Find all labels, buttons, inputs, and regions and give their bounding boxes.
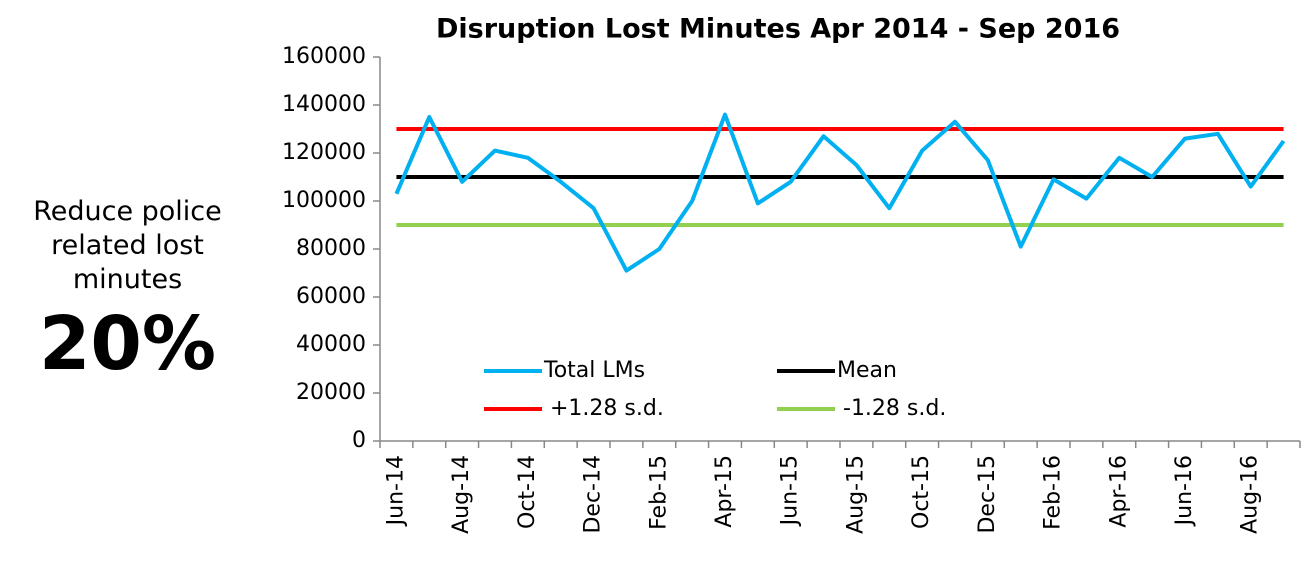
side-text: Reduce police (33, 196, 222, 227)
x-tick-label: Jun-15 (778, 455, 803, 527)
y-tick-label: 100000 (282, 188, 366, 213)
legend-label: +1.28 s.d. (550, 396, 664, 421)
y-tick-label: 120000 (282, 140, 366, 165)
x-tick-label: Apr-15 (712, 455, 737, 528)
y-tick-label: 160000 (282, 44, 366, 69)
x-tick-label: Oct-15 (909, 455, 934, 529)
x-tick-label: Dec-15 (975, 455, 1000, 534)
x-tick-label: Feb-16 (1041, 455, 1066, 530)
x-tick-label: Apr-16 (1106, 455, 1131, 528)
y-tick-label: 60000 (296, 284, 366, 309)
y-tick-label: 0 (352, 428, 366, 453)
side-text: related lost (51, 230, 204, 261)
x-tick-label: Dec-14 (581, 455, 606, 534)
y-tick-label: 140000 (282, 92, 366, 117)
legend-label: Total LMs (543, 358, 645, 383)
legend-label: -1.28 s.d. (843, 396, 946, 421)
y-tick-label: 40000 (296, 332, 366, 357)
y-tick-label: 20000 (296, 380, 366, 405)
x-tick-label: Aug-14 (449, 455, 474, 534)
series-line (394, 112, 1286, 273)
x-tick-label: Oct-14 (515, 455, 540, 529)
x-tick-label: Feb-15 (646, 455, 671, 530)
legend-label: Mean (837, 358, 897, 383)
side-note: Reduce police related lost minutes 20% (0, 195, 255, 389)
x-tick-label: Aug-15 (843, 455, 868, 534)
x-tick-label: Jun-16 (1172, 455, 1197, 527)
side-text: minutes (72, 264, 183, 295)
y-tick-label: 80000 (296, 236, 366, 261)
x-tick-label: Aug-16 (1238, 455, 1263, 534)
side-figure: 20% (38, 301, 217, 387)
chart-title: Disruption Lost Minutes Apr 2014 - Sep 2… (436, 14, 1120, 45)
x-tick-label: Jun-14 (383, 455, 408, 527)
